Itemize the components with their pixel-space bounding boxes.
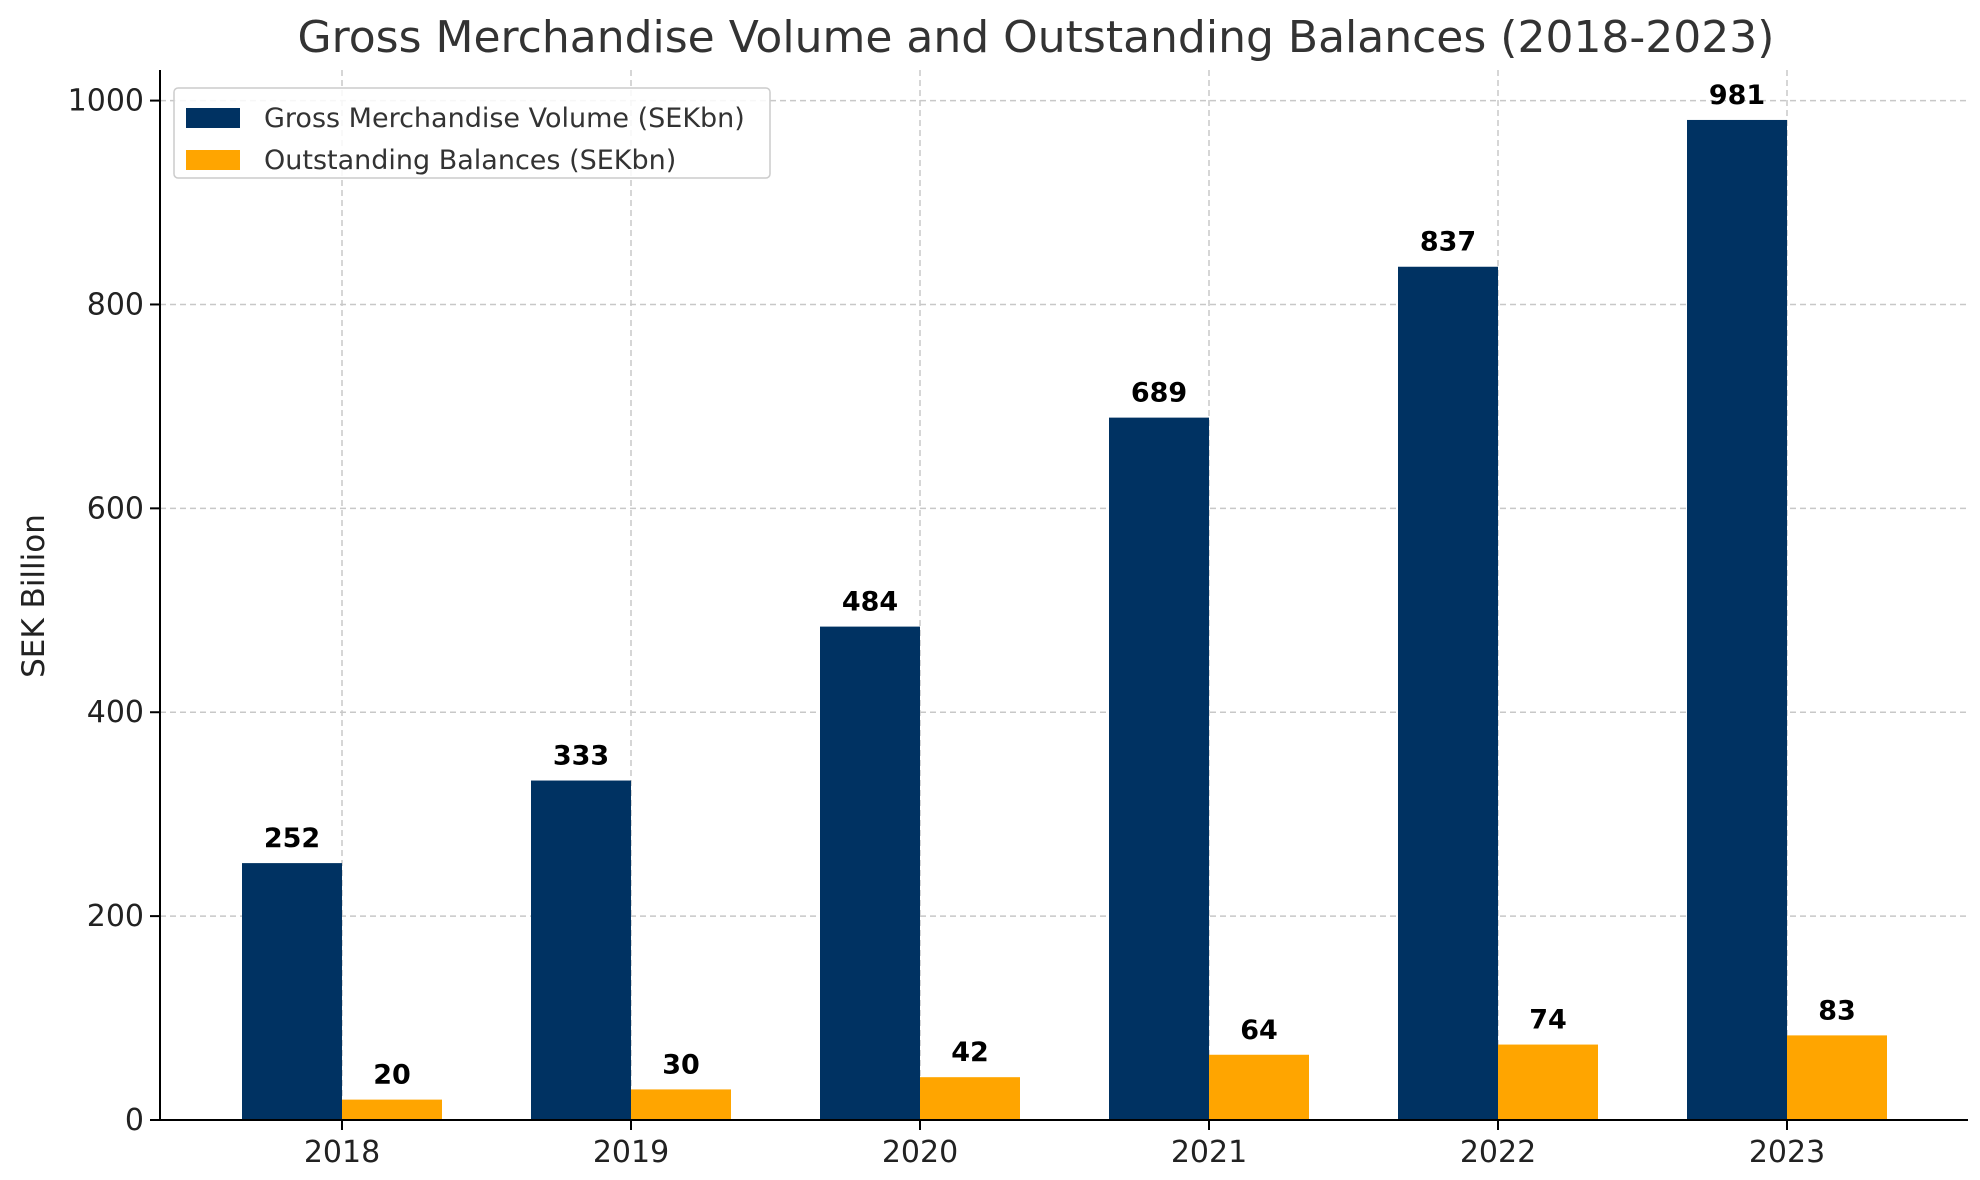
y-tick-label: 0	[125, 1103, 144, 1138]
y-tick-label: 1000	[68, 84, 144, 119]
data-label: 981	[1709, 80, 1765, 111]
x-tick-label: 2022	[1460, 1135, 1536, 1170]
bar-outstanding-2023	[1787, 1035, 1887, 1120]
legend-label: Outstanding Balances (SEKbn)	[264, 145, 676, 176]
data-label: 42	[951, 1037, 989, 1068]
legend: Gross Merchandise Volume (SEKbn) Outstand…	[173, 87, 771, 179]
bar-gmv-2023	[1687, 119, 1787, 1120]
data-label: 74	[1529, 1005, 1567, 1036]
y-tick-label: 600	[87, 491, 144, 526]
legend-box	[173, 87, 771, 179]
y-tick-label: 400	[87, 695, 144, 730]
bar-gmv-2019	[531, 780, 631, 1120]
data-label: 484	[842, 587, 898, 618]
y-tick-label: 800	[87, 287, 144, 322]
x-tick-label: 2018	[304, 1135, 380, 1170]
legend-swatch	[186, 150, 240, 170]
data-label: 83	[1818, 995, 1856, 1026]
chart-title: Gross Merchandise Volume and Outstanding…	[298, 12, 1775, 63]
data-label: 837	[1420, 227, 1476, 258]
x-tick-label: 2020	[882, 1135, 958, 1170]
bar-gmv-2020	[820, 626, 920, 1120]
bar-outstanding-2019	[631, 1089, 731, 1120]
x-tick-label: 2023	[1749, 1135, 1825, 1170]
data-label: 252	[264, 823, 320, 854]
legend-label: Gross Merchandise Volume (SEKbn)	[264, 103, 745, 134]
x-tick-label: 2021	[1171, 1135, 1247, 1170]
x-tick-label: 2019	[593, 1135, 669, 1170]
bars	[242, 119, 1887, 1121]
bar-gmv-2022	[1398, 266, 1498, 1120]
data-label: 64	[1240, 1015, 1278, 1046]
legend-swatch	[186, 108, 240, 128]
y-tick-label: 200	[87, 899, 144, 934]
bar-gmv-2018	[242, 863, 342, 1120]
bar-outstanding-2020	[920, 1077, 1020, 1120]
data-label: 30	[662, 1049, 700, 1080]
bar-outstanding-2022	[1498, 1044, 1598, 1120]
value-labels: 252 333 484 689 837 981 20 30 42 64 74 83	[264, 80, 1856, 1091]
bar-outstanding-2018	[342, 1099, 442, 1120]
data-label: 20	[373, 1060, 411, 1091]
axes	[159, 70, 1968, 1121]
data-label: 689	[1131, 378, 1187, 409]
y-axis-label: SEK Billion	[16, 514, 52, 678]
bar-gmv-2021	[1109, 417, 1209, 1121]
data-label: 333	[553, 741, 609, 772]
bar-outstanding-2021	[1209, 1054, 1309, 1120]
